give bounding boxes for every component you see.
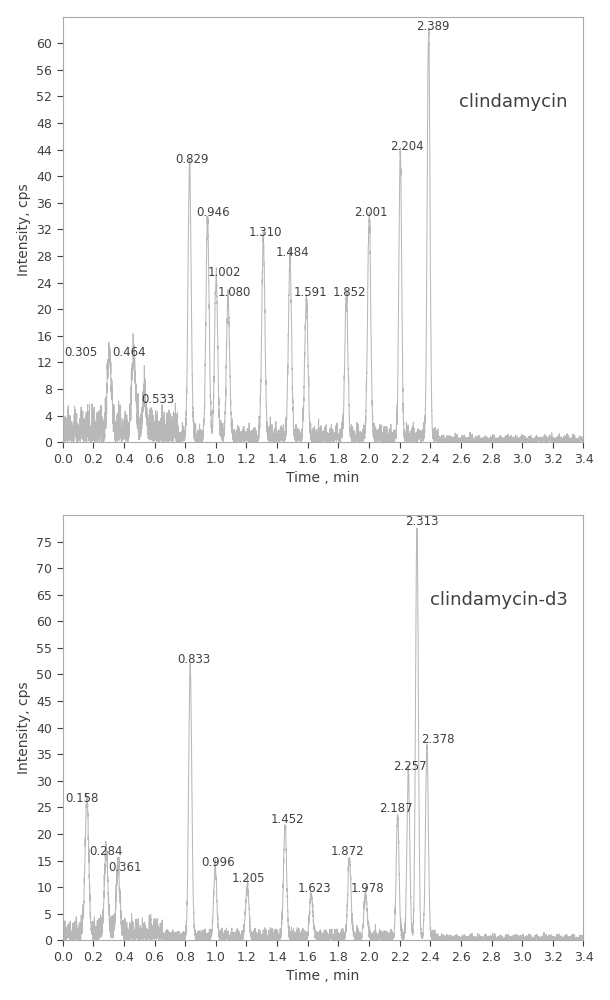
Text: clindamycin-d3: clindamycin-d3 xyxy=(430,591,568,609)
Text: 2.001: 2.001 xyxy=(354,206,388,219)
Text: 2.313: 2.313 xyxy=(405,515,439,528)
Text: 0.284: 0.284 xyxy=(90,845,123,858)
Text: 1.872: 1.872 xyxy=(331,845,364,858)
Text: 1.310: 1.310 xyxy=(249,226,282,239)
Text: 0.829: 0.829 xyxy=(175,153,209,166)
X-axis label: Time , min: Time , min xyxy=(287,969,360,983)
Text: clindamycin: clindamycin xyxy=(459,93,568,111)
Text: 0.305: 0.305 xyxy=(64,346,98,359)
Text: 2.389: 2.389 xyxy=(417,20,450,33)
Text: 1.002: 1.002 xyxy=(208,266,242,279)
Text: 1.080: 1.080 xyxy=(218,286,251,299)
Text: 0.996: 0.996 xyxy=(201,856,235,869)
Text: 0.464: 0.464 xyxy=(112,346,146,359)
X-axis label: Time , min: Time , min xyxy=(287,471,360,485)
Text: 1.484: 1.484 xyxy=(276,246,309,259)
Text: 1.978: 1.978 xyxy=(351,882,384,895)
Text: 2.187: 2.187 xyxy=(379,802,412,815)
Text: 2.204: 2.204 xyxy=(390,140,423,153)
Y-axis label: Intensity, cps: Intensity, cps xyxy=(16,681,30,774)
Text: 1.591: 1.591 xyxy=(293,286,327,299)
Text: 0.533: 0.533 xyxy=(141,393,174,406)
Text: 2.257: 2.257 xyxy=(393,760,427,773)
Text: 0.158: 0.158 xyxy=(66,792,99,805)
Text: 1.452: 1.452 xyxy=(270,813,304,826)
Y-axis label: Intensity, cps: Intensity, cps xyxy=(17,183,31,276)
Text: 2.378: 2.378 xyxy=(421,733,454,746)
Text: 0.361: 0.361 xyxy=(109,861,142,874)
Text: 1.852: 1.852 xyxy=(332,286,366,299)
Text: 0.833: 0.833 xyxy=(177,653,210,666)
Text: 1.623: 1.623 xyxy=(298,882,331,895)
Text: 0.946: 0.946 xyxy=(196,206,229,219)
Text: 1.205: 1.205 xyxy=(232,872,265,885)
